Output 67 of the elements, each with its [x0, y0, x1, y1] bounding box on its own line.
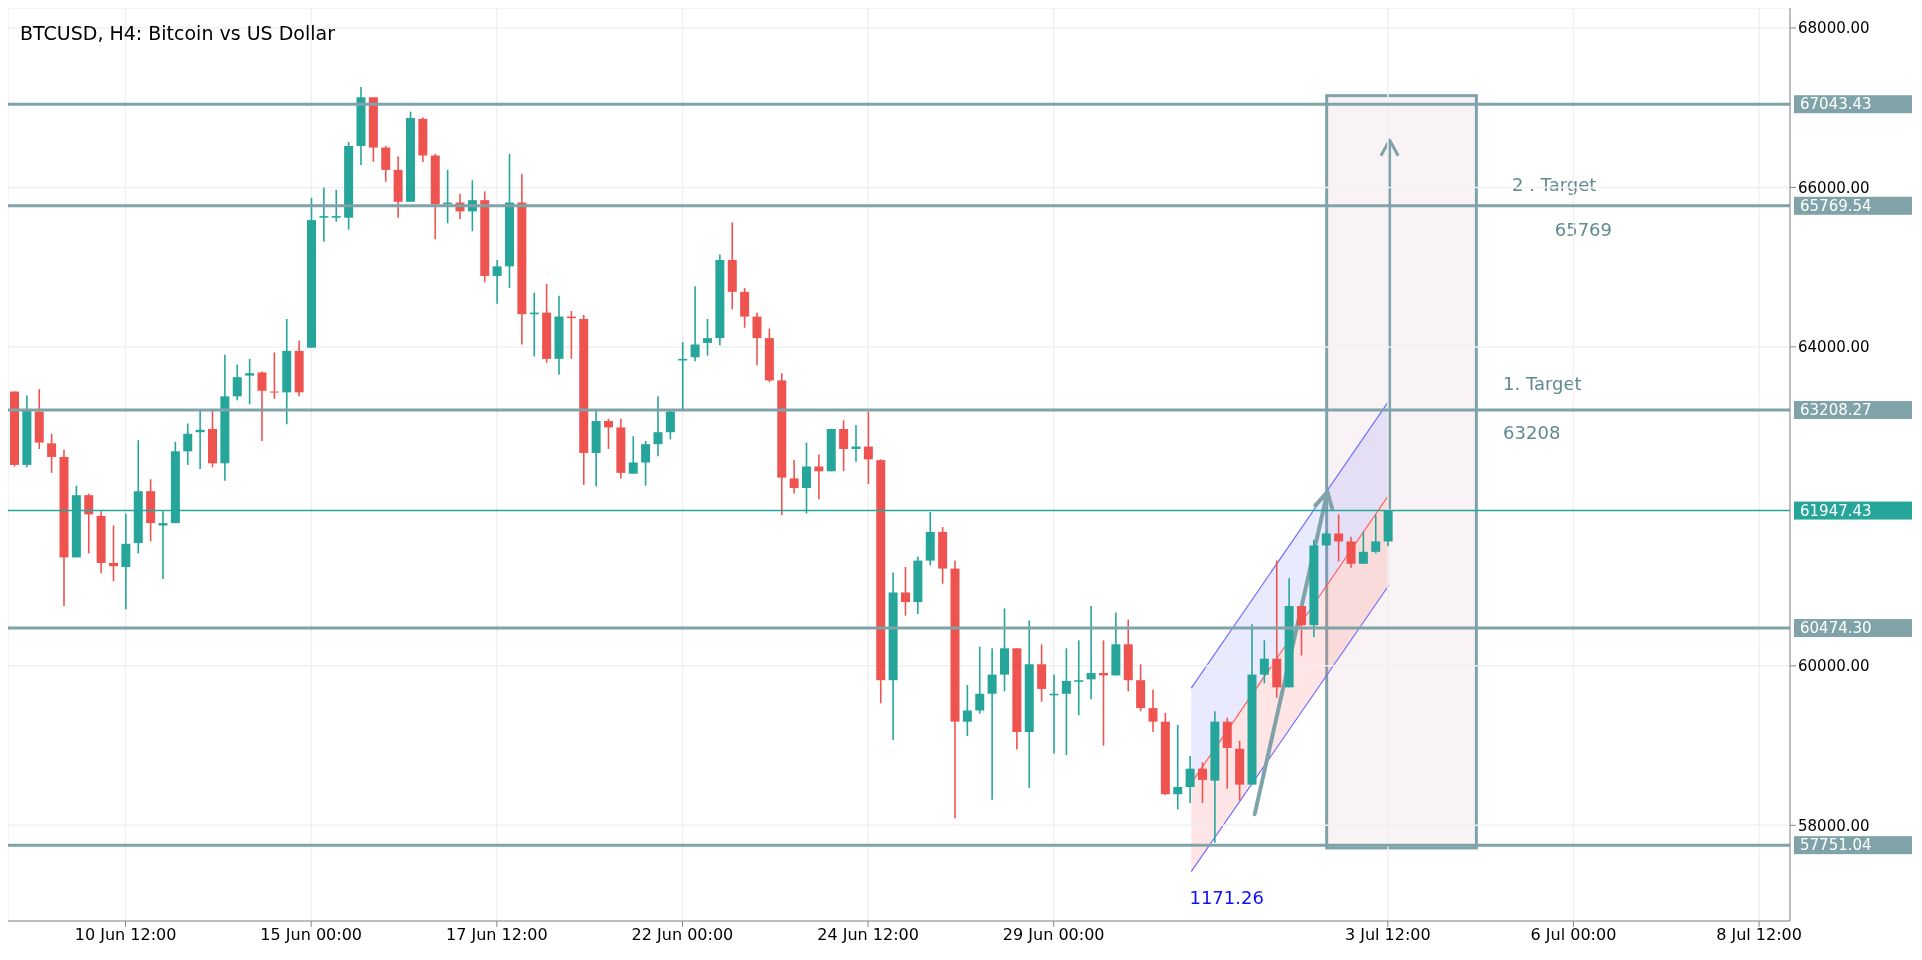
candlestick	[690, 285, 700, 363]
ref-line-label: 65769.54	[1800, 196, 1872, 215]
candlestick	[232, 363, 242, 402]
x-tick-label: 15 Jun 00:00	[260, 925, 363, 945]
candlestick	[1297, 605, 1306, 657]
candlestick	[1358, 531, 1368, 565]
candlestick	[381, 145, 391, 183]
candlestick	[901, 566, 910, 617]
candlestick	[1198, 761, 1207, 804]
candlestick	[1086, 605, 1096, 701]
text: BTCUSD, H4: Bitcoin vs US Dollar	[20, 22, 335, 44]
x-tick-label: 8 Jul 12:00	[1716, 925, 1802, 945]
x-tick-label: 22 Jun 00:00	[631, 925, 734, 945]
candlestick	[1371, 514, 1381, 555]
candlestick	[863, 410, 873, 485]
candlestick	[269, 351, 279, 400]
x-tick-label: 10 Jun 12:00	[74, 925, 177, 945]
candlestick	[47, 433, 57, 474]
candlestick	[109, 524, 118, 583]
candlestick	[703, 318, 712, 357]
y-tick-label: 68000.00	[1798, 19, 1870, 38]
annotation: 1. Target	[1503, 372, 1582, 394]
candlestick	[1074, 639, 1084, 717]
y-tick-label: 64000.00	[1798, 338, 1870, 357]
candlestick	[962, 684, 972, 737]
x-tick-label: 29 Jun 00:00	[1002, 925, 1105, 945]
ref-line-label: 60474.30	[1800, 619, 1872, 638]
candlestick	[653, 395, 663, 457]
candlestick	[1148, 688, 1158, 733]
candlestick	[492, 259, 502, 305]
candlestick	[975, 645, 985, 715]
candlestick	[789, 459, 799, 495]
candlestick	[1173, 724, 1183, 811]
candlestick	[1061, 647, 1071, 756]
candlestick	[84, 492, 94, 555]
candlestick	[641, 440, 651, 487]
ref-line-label: 67043.43	[1800, 95, 1872, 114]
candlestick	[628, 435, 638, 475]
candlestick	[257, 370, 267, 442]
candlestick	[1346, 535, 1356, 569]
candlestick	[814, 453, 824, 500]
candlestick	[1185, 755, 1195, 804]
candlestick	[319, 186, 329, 243]
y-tick-label: 66000.00	[1798, 178, 1870, 197]
candlestick	[183, 422, 193, 466]
candlestick	[121, 512, 131, 611]
annotation: 65769	[1554, 219, 1613, 241]
candlestick	[839, 419, 849, 473]
candlestick	[1334, 513, 1344, 563]
x-tick-label: 3 Jul 12:00	[1344, 925, 1431, 945]
y-tick-label: 60000.00	[1798, 657, 1870, 676]
candlestick	[1259, 639, 1269, 685]
candlestick	[665, 409, 675, 441]
candlestick	[752, 311, 762, 367]
ref-line-label: 63208.27	[1800, 401, 1872, 420]
ref-line-label: 61947.43	[1800, 501, 1872, 520]
candlestick	[245, 358, 255, 406]
candlestick	[331, 189, 341, 223]
x-tick-label: 6 Jul 00:00	[1530, 925, 1617, 945]
annotation: 63208	[1503, 421, 1561, 443]
annotation: 1171.26	[1189, 886, 1264, 908]
candlestick	[604, 417, 613, 450]
candlestick	[987, 647, 997, 801]
y-tick-label: 58000.00	[1798, 816, 1870, 835]
x-tick-label: 24 Jun 12:00	[817, 925, 919, 945]
ref-line-label: 57751.04	[1800, 836, 1872, 855]
x-tick-label: 17 Jun 12:00	[445, 925, 548, 945]
